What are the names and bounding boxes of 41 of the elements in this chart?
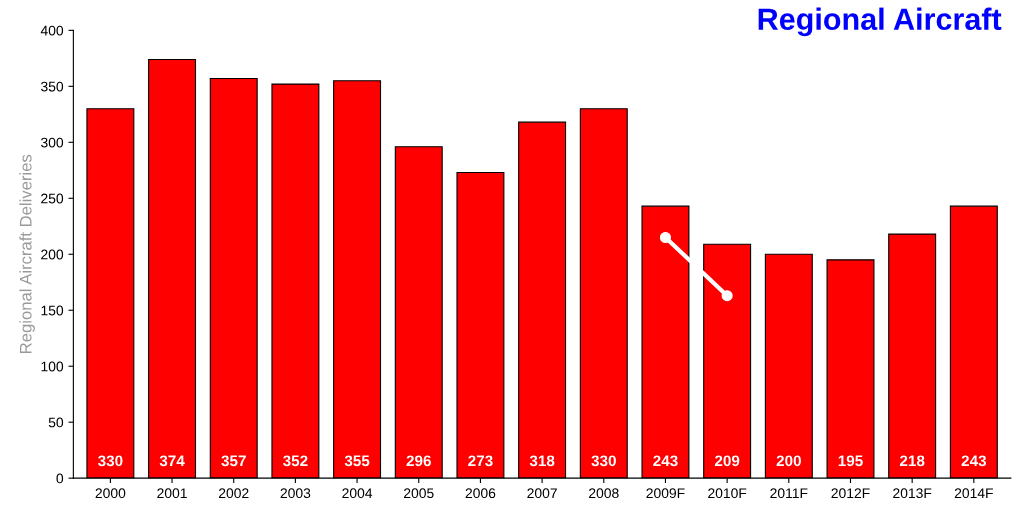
x-tick-label: 2011F xyxy=(770,488,808,499)
y-tick-label: 0 xyxy=(56,473,64,484)
x-tick-label: 2008 xyxy=(589,488,619,499)
x-tick-label: 2012F xyxy=(831,488,870,499)
chart-title: Regional Aircraft xyxy=(758,7,1002,37)
data-label: 209 xyxy=(714,455,740,467)
y-tick-label: 250 xyxy=(41,193,64,204)
x-tick-label: 2009F xyxy=(646,488,685,499)
data-label: 195 xyxy=(838,455,863,467)
x-tick-label: 2004 xyxy=(342,488,373,499)
y-tick-label: 100 xyxy=(41,361,64,372)
x-tick-label: 2003 xyxy=(280,488,311,499)
data-label: 330 xyxy=(591,455,616,467)
x-tick-label: 2010F xyxy=(708,488,747,499)
x-tick-label: 2000 xyxy=(95,488,126,499)
y-tick-label: 350 xyxy=(41,81,64,92)
x-tick-label: 2006 xyxy=(465,488,496,499)
data-label: 273 xyxy=(468,455,493,467)
x-tick-label: 2005 xyxy=(404,488,434,499)
data-label: 330 xyxy=(97,455,123,467)
y-tick-label: 300 xyxy=(41,137,64,148)
data-label: 218 xyxy=(899,455,925,467)
y-tick-label: 50 xyxy=(48,417,64,428)
x-tick-label: 2002 xyxy=(218,488,249,499)
data-label: 357 xyxy=(221,455,246,467)
y-tick-label: 400 xyxy=(40,25,64,36)
data-label: 374 xyxy=(159,455,185,467)
data-label: 243 xyxy=(653,455,678,467)
x-tick-label: 2014F xyxy=(954,488,993,499)
data-label: 318 xyxy=(529,455,555,467)
data-label: 355 xyxy=(344,455,370,467)
x-tick-label: 2007 xyxy=(527,488,557,499)
data-label: 296 xyxy=(406,455,431,467)
data-label: 200 xyxy=(776,455,801,467)
data-label: 243 xyxy=(961,455,987,467)
y-tick-label: 200 xyxy=(41,249,64,260)
data-label: 352 xyxy=(283,455,308,467)
x-tick-label: 2001 xyxy=(157,488,187,499)
y-axis-title: Regional Aircraft Deliveries xyxy=(19,154,35,353)
y-tick-label: 150 xyxy=(41,305,64,316)
x-tick-label: 2013F xyxy=(893,488,932,499)
